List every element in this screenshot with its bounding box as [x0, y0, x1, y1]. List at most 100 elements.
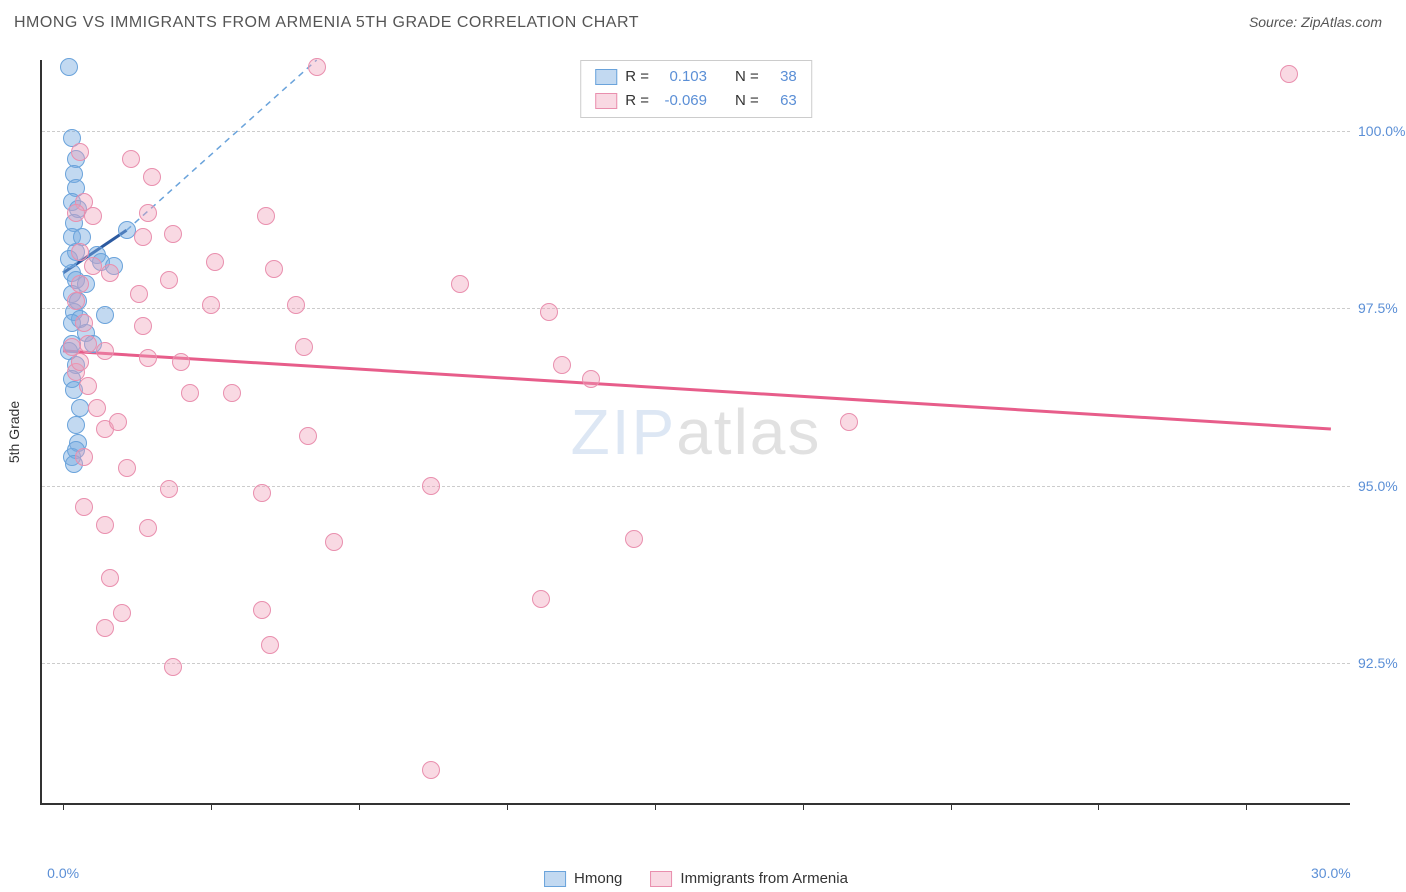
legend-label: Hmong [574, 870, 622, 887]
data-point [113, 604, 131, 622]
x-tick [211, 803, 212, 810]
data-point [84, 207, 102, 225]
scatter-plot [42, 60, 1350, 803]
data-point [253, 484, 271, 502]
y-tick-label: 100.0% [1358, 123, 1406, 139]
source-label: Source: ZipAtlas.com [1249, 14, 1382, 32]
stats-row: R = -0.069 N = 63 [595, 89, 797, 113]
data-point [101, 264, 119, 282]
data-point [71, 143, 89, 161]
data-point [164, 225, 182, 243]
data-point [265, 260, 283, 278]
swatch-icon [595, 69, 617, 85]
data-point [88, 399, 106, 417]
data-point [532, 590, 550, 608]
chart-area: 5th Grade 92.5%95.0%97.5%100.0% ZIPatlas… [40, 60, 1350, 805]
data-point [840, 413, 858, 431]
data-point [253, 601, 271, 619]
data-point [60, 58, 78, 76]
y-tick-label: 97.5% [1358, 300, 1406, 316]
data-point [96, 342, 114, 360]
legend-item-armenia: Immigrants from Armenia [650, 870, 848, 887]
data-point [71, 275, 89, 293]
data-point [84, 257, 102, 275]
data-point [582, 370, 600, 388]
x-tick [1246, 803, 1247, 810]
data-point [308, 58, 326, 76]
x-tick [1098, 803, 1099, 810]
data-point [75, 498, 93, 516]
data-point [139, 349, 157, 367]
r-value: -0.069 [657, 89, 707, 113]
data-point [1280, 65, 1298, 83]
data-point [257, 207, 275, 225]
data-point [96, 619, 114, 637]
data-point [118, 459, 136, 477]
n-label: N = [735, 89, 759, 113]
data-point [451, 275, 469, 293]
data-point [67, 292, 85, 310]
r-label: R = [625, 89, 649, 113]
data-point [181, 384, 199, 402]
x-tick [655, 803, 656, 810]
data-point [422, 477, 440, 495]
data-point [96, 306, 114, 324]
r-label: R = [625, 65, 649, 89]
data-point [160, 271, 178, 289]
data-point [553, 356, 571, 374]
data-point [223, 384, 241, 402]
data-point [143, 168, 161, 186]
y-axis-label: 5th Grade [6, 400, 22, 462]
legend-item-hmong: Hmong [544, 870, 622, 887]
x-tick [951, 803, 952, 810]
data-point [287, 296, 305, 314]
data-point [75, 448, 93, 466]
data-point [422, 761, 440, 779]
x-tick [63, 803, 64, 810]
y-tick-label: 95.0% [1358, 478, 1406, 494]
n-value: 63 [767, 89, 797, 113]
data-point [625, 530, 643, 548]
data-point [202, 296, 220, 314]
data-point [160, 480, 178, 498]
data-point [101, 569, 119, 587]
data-point [139, 204, 157, 222]
x-tick-label: 30.0% [1311, 865, 1351, 881]
chart-title: HMONG VS IMMIGRANTS FROM ARMENIA 5TH GRA… [14, 14, 639, 32]
swatch-icon [595, 93, 617, 109]
x-tick-label: 0.0% [47, 865, 79, 881]
stats-legend: R = 0.103 N = 38 R = -0.069 N = 63 [580, 60, 812, 118]
y-tick-label: 92.5% [1358, 655, 1406, 671]
data-point [75, 314, 93, 332]
n-label: N = [735, 65, 759, 89]
legend-label: Immigrants from Armenia [680, 870, 848, 887]
x-tick [803, 803, 804, 810]
data-point [325, 533, 343, 551]
data-point [96, 516, 114, 534]
data-point [118, 221, 136, 239]
data-point [299, 427, 317, 445]
data-point [134, 317, 152, 335]
data-point [261, 636, 279, 654]
data-point [67, 416, 85, 434]
data-point [295, 338, 313, 356]
data-point [122, 150, 140, 168]
data-point [79, 335, 97, 353]
swatch-icon [544, 871, 566, 887]
swatch-icon [650, 871, 672, 887]
data-point [540, 303, 558, 321]
data-point [79, 377, 97, 395]
stats-row: R = 0.103 N = 38 [595, 65, 797, 89]
n-value: 38 [767, 65, 797, 89]
data-point [164, 658, 182, 676]
data-point [71, 399, 89, 417]
data-point [172, 353, 190, 371]
x-tick [359, 803, 360, 810]
x-tick [507, 803, 508, 810]
data-point [109, 413, 127, 431]
r-value: 0.103 [657, 65, 707, 89]
data-point [71, 353, 89, 371]
series-legend: Hmong Immigrants from Armenia [544, 870, 848, 887]
data-point [139, 519, 157, 537]
data-point [206, 253, 224, 271]
